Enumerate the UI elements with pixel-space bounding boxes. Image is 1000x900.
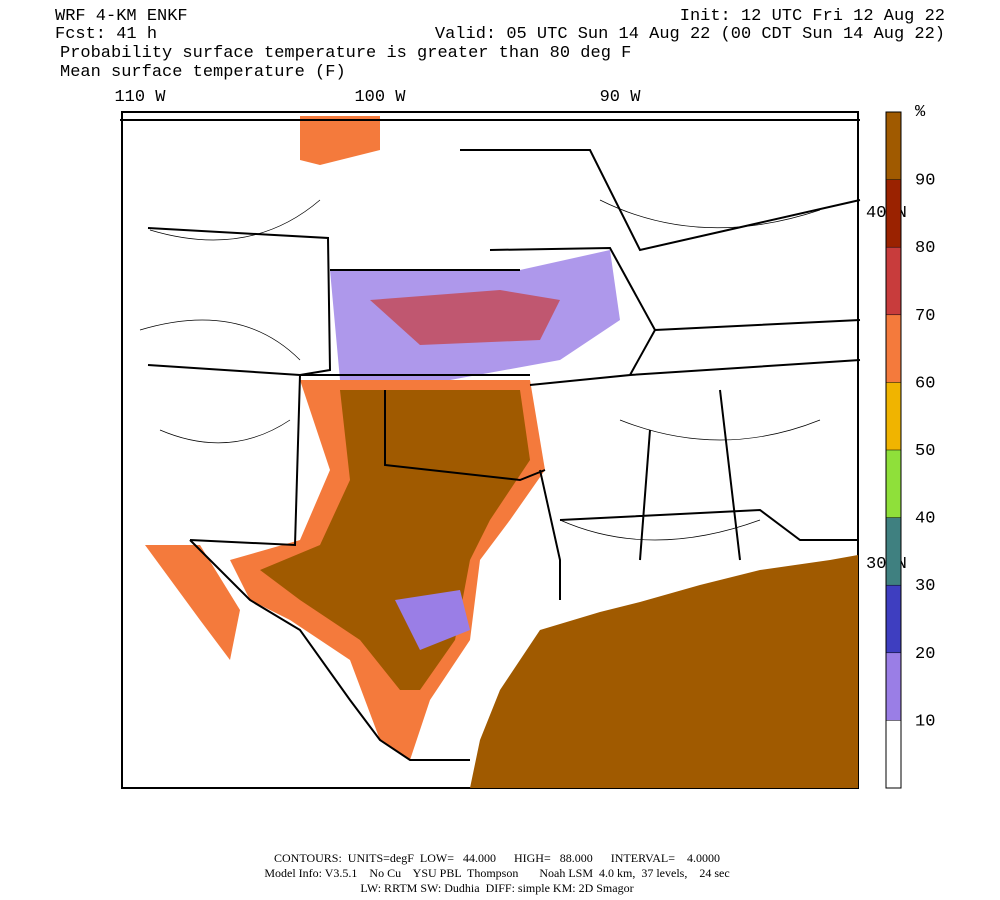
footer-line: CONTOURS: UNITS=degF LOW= 44.000 HIGH= 8… <box>274 851 720 865</box>
colorbar-segment <box>886 652 901 721</box>
prob-area <box>260 390 530 690</box>
state-border <box>120 119 861 600</box>
colorbar-tick-label: 30 <box>915 577 935 596</box>
forecast-hour: Fcst: 41 h <box>55 25 157 44</box>
colorbar-tick-label: 40 <box>915 510 935 529</box>
model-name: WRF 4-KM ENKF <box>55 7 188 26</box>
border <box>189 539 470 761</box>
colorbar-segment <box>886 314 901 383</box>
valid-time: Valid: 05 UTC Sun 14 Aug 22 (00 CDT Sun … <box>435 25 945 44</box>
gulf-area <box>470 555 858 788</box>
lon-label: 110 W <box>114 88 166 107</box>
colorbar-tick-label: 70 <box>915 307 935 326</box>
colorbar-segment <box>886 112 901 180</box>
colorbar-tick-label: 80 <box>915 239 935 258</box>
colorbar-segment <box>886 247 901 315</box>
colorbar-tick-label: 20 <box>915 645 935 664</box>
colorbar-segment <box>886 382 901 450</box>
colorbar-segment <box>886 517 901 586</box>
map <box>120 111 861 789</box>
prob-area <box>300 116 380 165</box>
field-title: Probability surface temperature is great… <box>60 44 631 63</box>
colorbar-segment <box>886 179 901 248</box>
contour <box>139 199 821 541</box>
footer-line: Model Info: V3.5.1 No Cu YSU PBL Thompso… <box>264 866 729 880</box>
init-time: Init: 12 UTC Fri 12 Aug 22 <box>680 7 945 26</box>
colorbar-segment <box>886 450 901 518</box>
colorbar-tick-label: 60 <box>915 374 935 393</box>
lon-label: 100 W <box>354 88 406 107</box>
field-title: Mean surface temperature (F) <box>60 63 346 82</box>
colorbar-tick-label: 90 <box>915 172 935 191</box>
colorbar-tick-label: 50 <box>915 442 935 461</box>
prob-area <box>395 590 470 650</box>
prob-area <box>145 545 240 660</box>
colorbar-segment <box>886 720 901 788</box>
prob-area <box>370 290 560 345</box>
colorbar-segment <box>886 585 901 653</box>
colorbar-tick-label: 10 <box>915 712 935 731</box>
lon-label: 90 W <box>600 88 642 107</box>
colorbar-unit: % <box>915 103 926 122</box>
footer-line: LW: RRTM SW: Dudhia DIFF: simple KM: 2D … <box>360 881 633 895</box>
colorbar: % <box>915 103 926 122</box>
